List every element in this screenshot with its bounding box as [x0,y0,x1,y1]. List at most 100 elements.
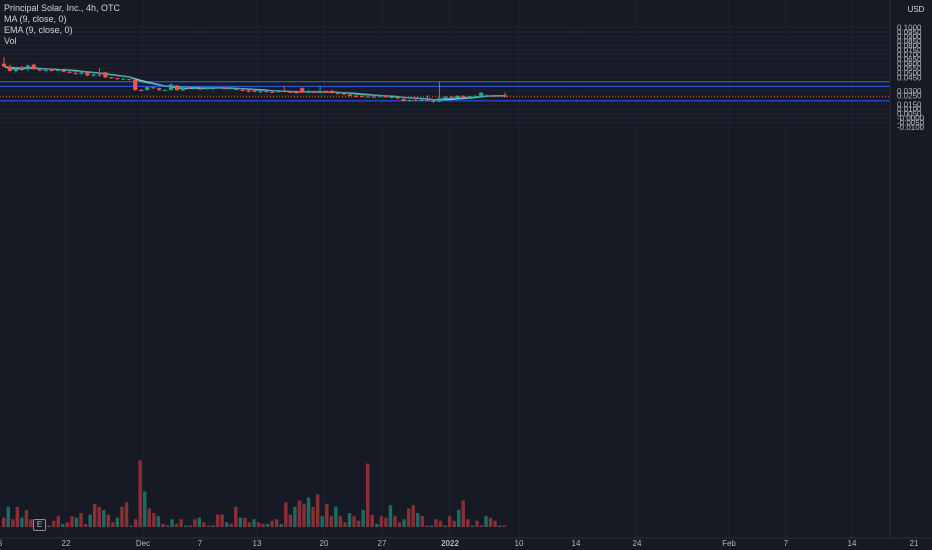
candle[interactable] [264,90,269,93]
price-tick-label[interactable]: -0.0100 [897,123,925,132]
candle[interactable] [502,92,508,98]
candle[interactable] [455,95,460,99]
candle[interactable] [222,87,227,90]
candle[interactable] [449,95,454,98]
candle[interactable] [91,73,96,77]
candle[interactable] [97,68,102,77]
candle[interactable] [103,71,108,79]
candle[interactable] [204,88,209,90]
time-tick-label[interactable]: 20 [320,539,329,548]
symbol-title[interactable]: Principal Solar, Inc., 4h, OTC [4,3,121,13]
price-tick-label[interactable]: 0.0300 [897,87,922,96]
candle[interactable] [270,90,275,93]
volume-indicator-label[interactable]: Vol [4,36,17,46]
candle[interactable] [37,69,42,72]
candle[interactable] [496,94,502,97]
candlesticks[interactable] [1,57,508,103]
price-tick-label[interactable]: -0.0000 [897,114,925,123]
candle[interactable] [162,89,168,91]
price-tick-label[interactable]: 0.0800 [897,42,922,51]
candle[interactable] [240,89,245,91]
candle[interactable] [133,79,138,91]
time-tick-label[interactable]: 24 [633,539,642,548]
candle[interactable] [151,86,156,90]
candle[interactable] [431,100,436,103]
candle[interactable] [353,94,358,97]
candle[interactable] [145,86,150,91]
price-tick-label[interactable]: 0.0050 [897,109,922,118]
candle[interactable] [79,71,84,75]
candle[interactable] [61,70,66,73]
candle[interactable] [139,89,144,92]
candle[interactable] [467,95,472,98]
candle[interactable] [419,98,424,101]
candle[interactable] [258,90,263,94]
price-tick-label[interactable]: 0.0500 [897,69,922,78]
time-tick-label[interactable]: 21 [910,539,919,548]
candle[interactable] [192,87,197,90]
candle[interactable] [329,89,335,94]
price-tick-label[interactable]: 0.0450 [897,73,922,82]
candle[interactable] [395,96,400,99]
candle[interactable] [312,90,317,94]
candle[interactable] [425,95,430,102]
candle[interactable] [461,95,466,98]
candle[interactable] [389,96,394,99]
candle[interactable] [115,77,120,80]
candle[interactable] [288,90,293,94]
time-tick-label[interactable]: Feb [722,539,736,548]
candle[interactable] [443,96,448,99]
candle[interactable] [300,87,305,94]
candle[interactable] [371,96,376,98]
candle[interactable] [276,89,281,93]
candle[interactable] [282,86,287,93]
price-tick-label[interactable]: 0.0750 [897,46,922,55]
candle[interactable] [294,91,299,94]
time-axis[interactable]: 6 22 Dec 7 13 20 27 2022 10 14 24 Feb 7 14 21 [0,537,932,548]
time-tick-label[interactable]: 14 [848,539,857,548]
candle[interactable] [347,94,353,97]
candle[interactable] [365,96,370,98]
time-tick-label[interactable]: Dec [136,539,150,548]
ema-indicator-label[interactable]: EMA (9, close, 0) [4,25,73,35]
candle[interactable] [1,57,7,68]
candle[interactable] [228,88,233,90]
candle[interactable] [7,64,13,72]
candle[interactable] [377,95,382,98]
candle[interactable] [341,92,347,95]
time-tick-label[interactable]: 13 [253,539,262,548]
candle[interactable] [49,68,54,72]
price-tick-label[interactable]: 0.0250 [897,91,922,100]
time-tick-label[interactable]: 14 [572,539,581,548]
candle[interactable] [31,63,36,71]
candle[interactable] [490,94,496,97]
price-tick-label[interactable]: 0.1000 [897,24,922,33]
candle[interactable] [198,87,203,90]
time-tick-label[interactable]: 27 [378,539,387,548]
time-tick-label[interactable]: 22 [62,539,71,548]
price-tick-label[interactable]: 0.0850 [897,37,922,46]
candle[interactable] [318,86,323,94]
candle[interactable] [401,97,406,102]
time-tick-label[interactable]: 6 [0,539,3,548]
time-tick-label[interactable]: 2022 [441,539,459,548]
candle[interactable] [156,87,162,91]
candle[interactable] [121,78,126,80]
candle[interactable] [19,65,24,71]
candle[interactable] [109,76,114,79]
candle[interactable] [127,78,132,81]
price-tick-label[interactable]: 0.0900 [897,33,922,42]
candle[interactable] [323,90,329,94]
price-tick-label[interactable]: 0.0150 [897,100,922,109]
earnings-marker-icon[interactable]: E [33,519,46,531]
candle[interactable] [13,67,19,73]
candle[interactable] [55,69,60,72]
candle[interactable] [210,87,215,90]
candle[interactable] [25,64,30,71]
price-tick-label[interactable]: 0.0700 [897,51,922,60]
candle[interactable] [306,89,311,94]
candle[interactable] [174,84,180,91]
candle[interactable] [73,71,78,75]
candle[interactable] [234,88,239,91]
